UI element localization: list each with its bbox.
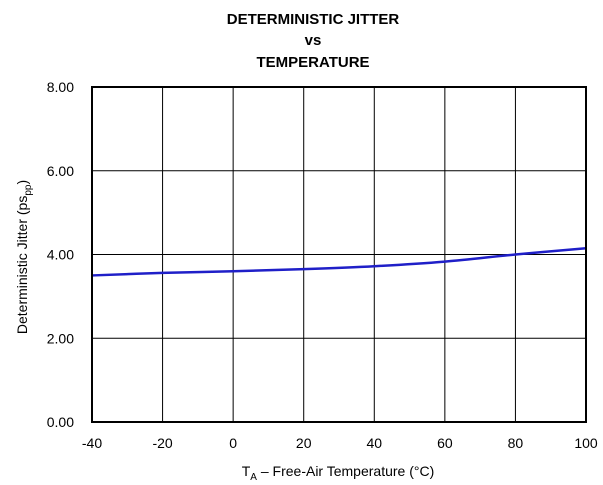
y-tick-label: 8.00: [47, 79, 74, 95]
plot-frame: [91, 86, 587, 423]
x-tick-label: 60: [437, 435, 453, 451]
chart-title-line-2: vs: [305, 32, 322, 49]
x-tick-label: 20: [296, 435, 312, 451]
x-axis-label-sub: A: [250, 472, 257, 483]
series-line-0: [91, 246, 587, 277]
x-tick-label: -40: [82, 435, 102, 451]
y-tick-labels: 0.00 2.00 4.00 6.00 8.00: [47, 79, 74, 430]
chart-title-line-1: DETERMINISTIC JITTER: [227, 11, 400, 28]
x-axis-label-main: T: [242, 463, 251, 479]
x-tick-label: 0: [229, 435, 237, 451]
y-axis-label: Deterministic Jitter (pspp): [14, 180, 34, 334]
x-axis-label: TA – Free-Air Temperature (°C): [242, 463, 435, 483]
y-axis-label-sub: pp: [23, 184, 34, 196]
y-axis-label-main: Deterministic Jitter (ps: [14, 196, 30, 334]
series-group: [91, 246, 587, 277]
chart-title-line-3: TEMPERATURE: [256, 54, 369, 71]
y-tick-label: 0.00: [47, 414, 74, 430]
x-tick-labels: -40 -20 0 20 40 60 80 100: [82, 435, 598, 451]
x-tick-label: 40: [366, 435, 382, 451]
x-tick-label: 80: [508, 435, 524, 451]
x-tick-label: 100: [574, 435, 598, 451]
y-axis-label-rest: ): [14, 180, 30, 185]
y-tick-label: 6.00: [47, 163, 74, 179]
y-tick-label: 4.00: [47, 247, 74, 263]
x-axis-label-rest: – Free-Air Temperature (°C): [257, 463, 434, 479]
x-tick-label: -20: [152, 435, 172, 451]
y-tick-label: 2.00: [47, 330, 74, 346]
